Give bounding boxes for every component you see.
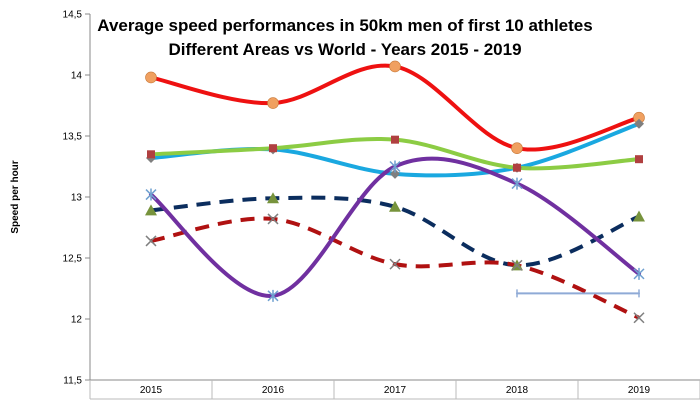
series-lines [149,63,641,320]
chart-text: 11,5 12 12,5 13 13,5 14 14,5 2015 2016 2017 2018 20… [10,10,651,397]
x-marker [389,258,401,270]
diamond-marker [634,118,644,129]
chart-title: Different Areas vs World - Years 2015 - … [168,40,521,59]
star-marker [267,289,279,302]
y-tick-label: 12,5 [63,254,83,265]
x-tick-label: 2017 [384,385,407,396]
series-line-6 [149,156,641,298]
y-tick-label: 13,5 [63,132,83,143]
square-marker [147,150,155,159]
chart-title: Average speed performances in 50km men o… [97,16,592,35]
diamond-marker [390,168,400,179]
circle-marker [267,97,279,109]
x-marker [267,213,279,225]
y-tick-label: 14 [71,71,83,82]
y-tick-label: 13 [71,193,83,204]
circle-marker [389,60,401,73]
star-marker [389,160,401,173]
x-marker [633,312,645,324]
square-marker [391,135,399,144]
triangle-marker [267,192,279,204]
series-markers [145,60,645,324]
series-line-4 [150,195,640,268]
y-tick-label: 12 [71,315,83,326]
triangle-marker [145,204,157,216]
x-marker [145,235,157,247]
square-marker [269,144,277,153]
x-tick-label: 2016 [262,385,285,396]
x-tick-label: 2015 [140,385,163,396]
x-tick-label: 2018 [506,385,529,396]
triangle-marker [633,210,645,222]
square-marker [635,155,643,164]
triangle-marker [389,200,401,212]
circle-marker [145,71,157,84]
x-tick-label: 2019 [628,385,651,396]
series-line-5 [150,216,640,320]
y-axis-label: Speed per hour [10,160,21,233]
axes [85,13,700,400]
star-marker [633,267,645,280]
square-marker [513,163,521,172]
y-tick-label: 11,5 [63,376,82,387]
star-marker [145,188,157,201]
circle-marker [511,142,523,154]
star-marker [511,177,523,190]
x-marker [511,259,523,271]
y-tick-label: 14,5 [63,10,83,21]
